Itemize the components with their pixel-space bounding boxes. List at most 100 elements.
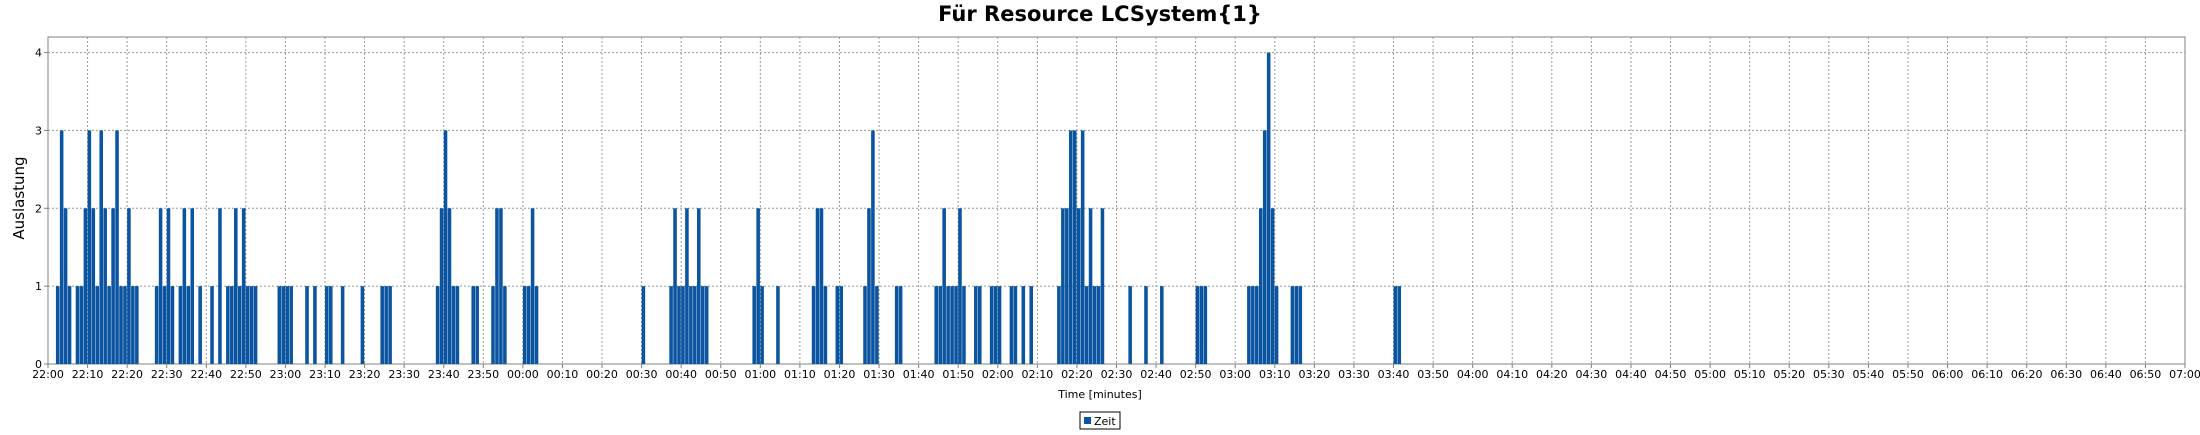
bar: [1057, 286, 1061, 364]
bar: [103, 208, 107, 364]
bar: [340, 286, 345, 364]
bar: [115, 130, 119, 364]
bar: [756, 208, 760, 364]
tick-label-x: 23:30: [388, 368, 420, 381]
bar: [328, 286, 333, 364]
bar: [198, 286, 202, 364]
tick-label-x: 00:20: [586, 368, 618, 381]
bars: [55, 52, 1402, 364]
bar: [894, 286, 899, 364]
bar: [760, 286, 764, 364]
bar: [1084, 286, 1089, 364]
tick-label-x: 02:30: [1101, 368, 1133, 381]
bar: [950, 286, 954, 364]
bar: [1076, 208, 1081, 364]
bar: [1072, 130, 1077, 364]
tick-label-x: 01:50: [942, 368, 974, 381]
tick-label-x: 05:50: [1892, 368, 1924, 381]
bar: [119, 286, 123, 364]
bar: [491, 286, 495, 364]
tick-label-x: 02:00: [982, 368, 1014, 381]
bar: [697, 208, 701, 364]
bar: [934, 286, 939, 364]
bar: [210, 286, 214, 364]
bar: [938, 286, 942, 364]
bar: [867, 208, 871, 364]
bar: [158, 208, 163, 364]
tick-label-x: 00:00: [507, 368, 539, 381]
tick-label-x: 04:40: [1615, 368, 1647, 381]
bar: [819, 208, 824, 364]
bar: [1009, 286, 1014, 364]
bar: [131, 286, 135, 364]
bar: [162, 286, 167, 364]
bar: [186, 286, 191, 364]
bar: [99, 130, 104, 364]
tick-label-x: 04:50: [1655, 368, 1687, 381]
tick-label-x: 05:30: [1813, 368, 1845, 381]
bar: [55, 286, 60, 364]
tick-label-x: 00:50: [705, 368, 737, 381]
tick-label-y: 1: [35, 280, 42, 293]
bar: [218, 208, 222, 364]
bar: [75, 286, 80, 364]
bar: [67, 286, 72, 364]
bar: [776, 286, 780, 364]
bar: [669, 286, 673, 364]
tick-label-x: 01:00: [744, 368, 776, 381]
bar: [1096, 286, 1101, 364]
bar: [1270, 208, 1275, 364]
bar: [154, 286, 159, 364]
bar: [875, 286, 879, 364]
bar: [811, 286, 816, 364]
bar: [253, 286, 258, 364]
bar: [1128, 286, 1132, 364]
tick-label-x: 06:10: [1971, 368, 2003, 381]
bar: [1069, 130, 1073, 364]
bar: [237, 286, 242, 364]
bar: [170, 286, 175, 364]
bar: [1393, 286, 1398, 364]
bar: [693, 286, 697, 364]
bar: [166, 208, 171, 364]
bar: [281, 286, 286, 364]
bar: [942, 208, 946, 364]
bar: [898, 286, 903, 364]
bar: [63, 208, 68, 364]
bar: [522, 286, 527, 364]
tick-label-x: 05:20: [1773, 368, 1805, 381]
bar: [1195, 286, 1200, 364]
bar: [471, 286, 475, 364]
bar: [230, 286, 234, 364]
bar: [1013, 286, 1018, 364]
tick-label-y: 3: [35, 124, 42, 137]
bar: [823, 286, 828, 364]
bar: [863, 286, 867, 364]
bar: [439, 208, 444, 364]
bar: [226, 286, 230, 364]
bar: [277, 286, 282, 364]
tick-label-x: 06:30: [2050, 368, 2082, 381]
bar: [673, 208, 677, 364]
bar: [111, 208, 115, 364]
bar: [87, 130, 92, 364]
bar: [388, 286, 392, 364]
bar: [249, 286, 254, 364]
bar: [993, 286, 998, 364]
bar: [1144, 286, 1148, 364]
bar: [443, 130, 448, 364]
tick-label-x: 03:30: [1338, 368, 1370, 381]
bar: [79, 286, 84, 364]
y-axis: 0 1 2 3 4: [35, 47, 48, 371]
tick-label-x: 03:40: [1378, 368, 1410, 381]
y-axis-label: Auslastung: [10, 156, 28, 239]
chart-title: Für Resource LCSystem{1}: [938, 2, 1262, 26]
bar: [958, 208, 962, 364]
bar: [1065, 208, 1069, 364]
bar: [107, 286, 111, 364]
bar: [499, 208, 503, 364]
tick-label-x: 00:10: [547, 368, 579, 381]
tick-label-x: 00:40: [665, 368, 697, 381]
bar: [1061, 208, 1065, 364]
